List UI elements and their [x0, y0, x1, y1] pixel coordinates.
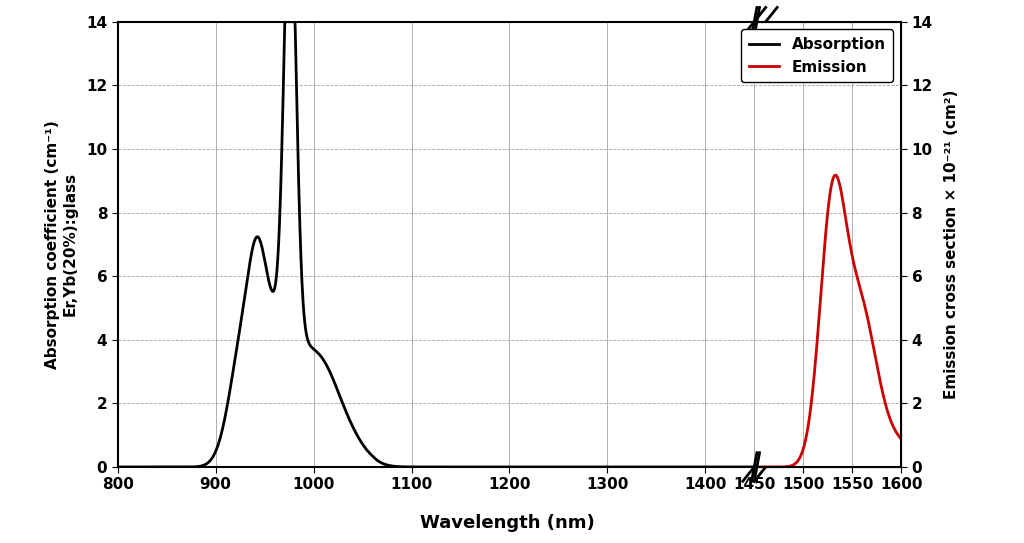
Y-axis label: Absorption coefficient (cm⁻¹)
Er,Yb(20%):glass: Absorption coefficient (cm⁻¹) Er,Yb(20%)… [45, 120, 78, 369]
Y-axis label: Emission cross section × 10⁻²¹ (cm²): Emission cross section × 10⁻²¹ (cm²) [944, 90, 958, 399]
Bar [755, 22, 758, 467]
Text: Wavelength (nm): Wavelength (nm) [420, 514, 594, 532]
Legend: Absorption, Emission: Absorption, Emission [741, 29, 894, 83]
